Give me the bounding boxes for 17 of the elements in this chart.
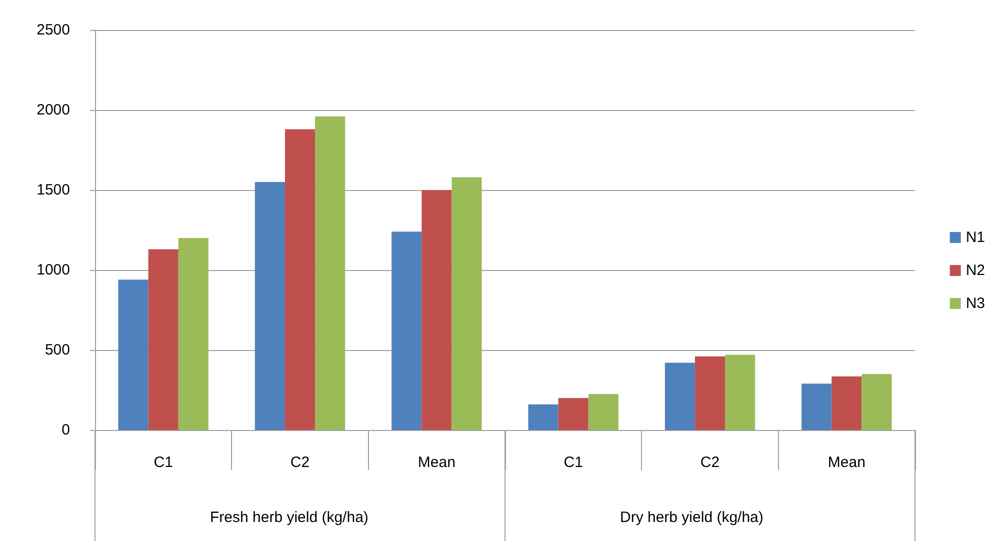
x-tick-label: Mean bbox=[418, 454, 456, 471]
y-tick-label: 2000 bbox=[36, 102, 70, 118]
text: Dry herb yield (kg/ha) bbox=[620, 509, 764, 526]
y-tick-label: 1000 bbox=[36, 262, 70, 278]
text: Fresh herb yield (kg/ha) bbox=[210, 509, 368, 526]
legend-label: N3 bbox=[966, 295, 986, 312]
legend-label: N2 bbox=[966, 262, 986, 279]
y-tick-label: 1500 bbox=[36, 182, 70, 198]
x-tick-label: Mean bbox=[828, 454, 866, 471]
x-tick-label: C2 bbox=[290, 454, 310, 471]
y-tick-label: 0 bbox=[62, 422, 70, 438]
legend-label: N1 bbox=[966, 229, 986, 246]
x-tick-label: C2 bbox=[700, 454, 720, 471]
y-tick-label: 500 bbox=[44, 342, 70, 358]
y-tick-label: 2500 bbox=[36, 22, 70, 38]
x-tick-label: C1 bbox=[154, 454, 173, 471]
x-tick-label: C1 bbox=[564, 454, 583, 471]
